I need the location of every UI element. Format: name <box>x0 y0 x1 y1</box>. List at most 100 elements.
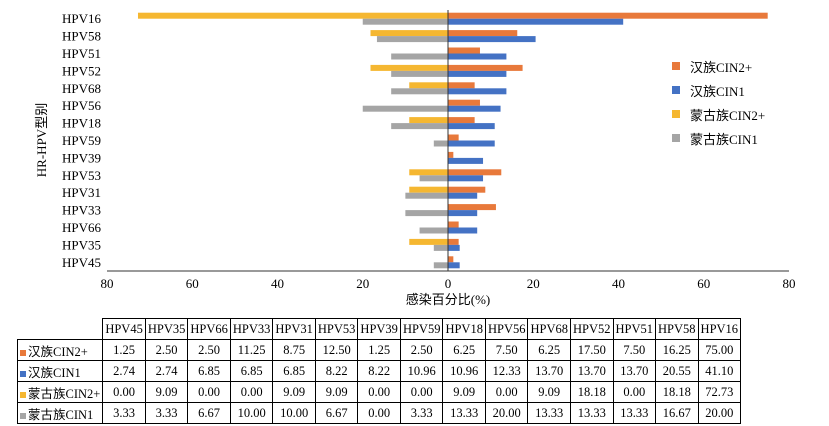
bar-HPV66-汉族CIN1 <box>448 227 478 234</box>
bar-HPV53-蒙古族CIN1 <box>419 175 448 182</box>
table-cell: 13.70 <box>527 360 571 382</box>
bar-HPV18-汉族CIN2+ <box>448 117 475 124</box>
table-cell: 1.25 <box>357 339 401 361</box>
legend-label: 汉族CIN1 <box>690 83 745 99</box>
table-cell: 18.18 <box>570 381 614 403</box>
table-cell: 0.00 <box>357 381 401 403</box>
table-cell: 2.50 <box>187 339 231 361</box>
bar-HPV45-汉族CIN2+ <box>448 256 454 263</box>
bar-HPV18-汉族CIN1 <box>448 123 495 130</box>
bar-HPV51-汉族CIN1 <box>448 53 507 60</box>
bar-HPV33-汉族CIN1 <box>448 210 478 217</box>
bar-HPV53-蒙古族CIN2+ <box>409 169 448 176</box>
y-category-labels: HPV16 HPV58 HPV51 HPV52 HPV68 HPV56 HPV18 HPV59… <box>62 11 102 270</box>
table-cell: 8.22 <box>357 360 401 382</box>
data-table: HPV45 HPV35 HPV66 HPV33 HPV31 HPV53 HPV39 HPV59… <box>16 318 742 424</box>
table-cell: 20.55 <box>655 360 699 382</box>
table-header-cell: HPV66 <box>187 318 231 340</box>
table-cell: 8.22 <box>314 360 359 382</box>
legend-swatch <box>672 62 680 70</box>
table-cell: 13.33 <box>527 402 571 424</box>
bar-HPV33-蒙古族CIN1 <box>405 210 448 217</box>
table-row-label: 汉族CIN1 <box>16 360 104 382</box>
table-header-cell: HPV16 <box>697 318 742 340</box>
bar-HPV59-汉族CIN1 <box>448 140 495 147</box>
table-cell: 0.00 <box>102 381 146 403</box>
table-cell: 17.50 <box>570 339 614 361</box>
bar-HPV51-汉族CIN2+ <box>448 47 480 54</box>
table-cell: 6.85 <box>229 360 274 382</box>
bar-HPV53-汉族CIN2+ <box>448 169 502 176</box>
y-category-label: HPV39 <box>62 150 101 165</box>
table-header-cell: HPV33 <box>229 318 274 340</box>
table-header-cell: HPV31 <box>272 318 316 340</box>
table-header-cell: HPV59 <box>399 318 444 340</box>
table-header-cell: HPV52 <box>570 318 614 340</box>
table-cell: 72.73 <box>697 381 742 403</box>
table-cell: 13.33 <box>570 402 614 424</box>
bar-HPV56-汉族CIN2+ <box>448 99 480 106</box>
y-category-label: HPV59 <box>62 133 101 148</box>
y-category-label: HPV53 <box>62 168 101 183</box>
table-cell: 0.00 <box>399 381 444 403</box>
table-cell: 6.67 <box>314 402 359 424</box>
table-cell: 10.96 <box>442 360 486 382</box>
table-cell: 6.25 <box>527 339 571 361</box>
table-header-cell: HPV68 <box>527 318 571 340</box>
legend-item: 汉族CIN1 <box>672 78 822 102</box>
bar-HPV58-蒙古族CIN2+ <box>370 30 448 37</box>
table-cell: 9.09 <box>272 381 316 403</box>
legend-item: 蒙古族CIN1 <box>672 126 822 150</box>
bar-HPV18-蒙古族CIN1 <box>391 123 448 130</box>
table-cell: 11.25 <box>229 339 274 361</box>
legend-swatch <box>672 110 680 118</box>
x-tick-label: 80 <box>101 276 114 291</box>
row-swatch <box>20 391 26 398</box>
row-swatch <box>20 370 26 377</box>
x-tick-label: 60 <box>697 276 710 291</box>
bar-HPV53-汉族CIN1 <box>448 175 484 182</box>
x-tick-label: 80 <box>783 276 796 291</box>
table-header-cell: HPV39 <box>357 318 401 340</box>
table-cell: 41.10 <box>697 360 742 382</box>
table-cell: 0.00 <box>612 381 657 403</box>
table-row: 蒙古族CIN2+ 0.00 9.09 0.00 0.00 9.09 9.09 0.00 0.00… <box>16 381 742 403</box>
table-cell: 7.50 <box>612 339 657 361</box>
bar-HPV68-蒙古族CIN1 <box>391 88 448 95</box>
table-cell: 13.33 <box>442 402 486 424</box>
legend-item: 汉族CIN2+ <box>672 54 822 78</box>
table-row-label: 汉族CIN2+ <box>16 339 104 361</box>
table-cell: 20.00 <box>484 402 529 424</box>
y-category-label: HPV33 <box>62 203 101 218</box>
bar-HPV33-汉族CIN2+ <box>448 204 496 211</box>
bar-HPV39-汉族CIN1 <box>448 157 484 164</box>
table-row: 蒙古族CIN1 3.33 3.33 6.67 10.00 10.00 6.67 0.00 3.3… <box>16 402 742 424</box>
bar-HPV16-汉族CIN2+ <box>448 12 768 19</box>
x-tick-label: 40 <box>612 276 625 291</box>
table-row-label: 蒙古族CIN1 <box>16 402 104 424</box>
bar-HPV68-汉族CIN1 <box>448 88 507 95</box>
table-cell: 2.50 <box>144 339 189 361</box>
bar-HPV45-汉族CIN1 <box>448 262 460 269</box>
table-cell: 0.00 <box>187 381 231 403</box>
y-category-label: HPV51 <box>62 46 101 61</box>
table-cell: 3.33 <box>102 402 146 424</box>
table-header-row: HPV45 HPV35 HPV66 HPV33 HPV31 HPV53 HPV39 HPV59… <box>17 318 742 340</box>
bar-HPV52-蒙古族CIN2+ <box>370 64 448 71</box>
table-cell: 9.09 <box>144 381 189 403</box>
legend-label: 汉族CIN2+ <box>690 59 753 75</box>
legend-label: 蒙古族CIN1 <box>690 131 758 147</box>
bar-HPV52-蒙古族CIN1 <box>391 70 448 77</box>
table-header-cell: HPV45 <box>102 318 146 340</box>
table-header-cell: HPV58 <box>655 318 699 340</box>
bar-HPV35-汉族CIN1 <box>448 244 460 251</box>
table-cell: 9.09 <box>442 381 486 403</box>
table-cell: 0.00 <box>484 381 529 403</box>
table-cell: 8.75 <box>272 339 316 361</box>
bar-HPV18-蒙古族CIN2+ <box>409 117 448 124</box>
table-cell: 10.96 <box>399 360 444 382</box>
table-cell: 6.67 <box>187 402 231 424</box>
table-cell: 10.00 <box>272 402 316 424</box>
bar-HPV51-蒙古族CIN1 <box>391 53 448 60</box>
table-cell: 2.74 <box>144 360 189 382</box>
